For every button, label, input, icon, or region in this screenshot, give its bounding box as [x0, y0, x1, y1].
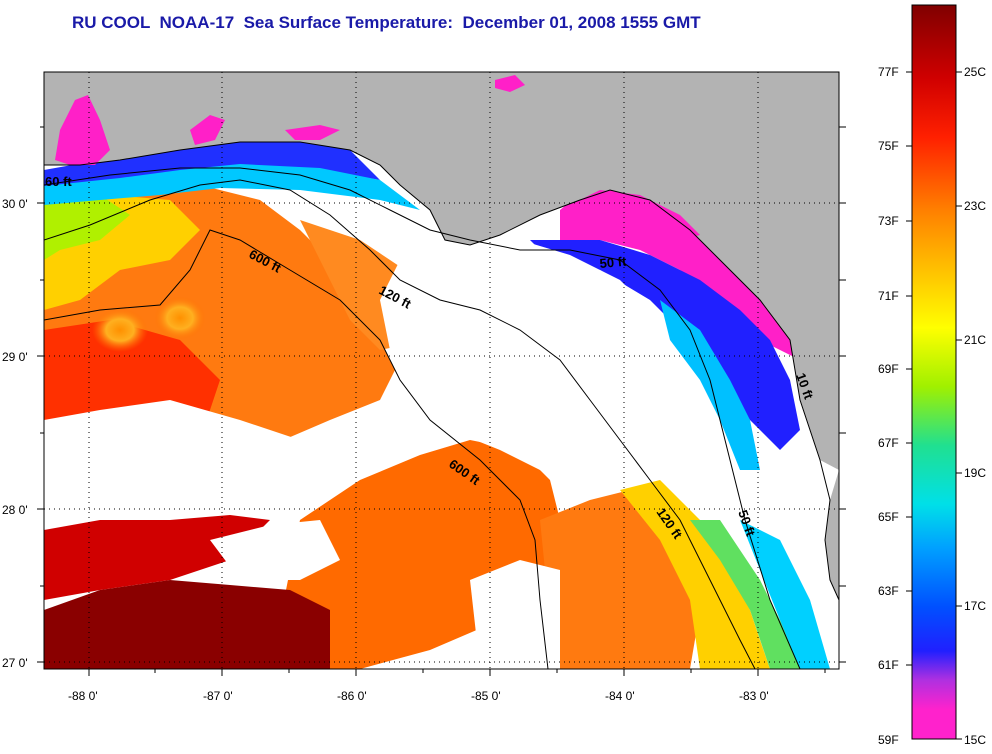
lat-label-30: 30 0' — [2, 197, 28, 211]
bay-2 — [285, 125, 340, 140]
cb-f-59: 59F — [878, 733, 899, 747]
isobath-label-60ft: 60 ft — [45, 174, 72, 189]
hot-water-southwest — [44, 515, 270, 600]
bay-3 — [495, 75, 525, 92]
cb-f-77: 77F — [878, 65, 899, 79]
green-water-southeast — [690, 520, 800, 669]
cb-c-25: 25C — [964, 65, 986, 79]
cb-f-67: 67F — [878, 436, 899, 450]
cb-c-19: 19C — [964, 466, 986, 480]
map-body: 60 ft 600 ft 120 ft 50 ft 600 ft 120 ft … — [44, 72, 839, 669]
lon-label-83: -83 0' — [739, 689, 769, 703]
cloud-southeast — [470, 560, 560, 669]
isobath-120ft — [44, 179, 756, 669]
cloud-southmid — [210, 520, 340, 580]
bay-1 — [190, 115, 225, 145]
lon-label-87: -87 0' — [203, 689, 233, 703]
green-water-west — [44, 195, 130, 260]
cloud-south — [44, 400, 360, 525]
isobath-50ft — [44, 167, 801, 669]
cb-c-15: 15C — [964, 733, 986, 747]
cyan-water-southeast — [740, 520, 830, 669]
cb-f-61: 61F — [878, 658, 899, 672]
lon-label-86: -86 0' — [337, 689, 367, 703]
yellow-water-southeast — [620, 480, 770, 669]
cb-f-65: 65F — [878, 510, 899, 524]
cyan-band-north — [44, 164, 420, 210]
cb-c-17: 17C — [964, 599, 986, 613]
map-title: RU COOL NOAA-17 Sea Surface Temperature:… — [72, 13, 701, 32]
land-north — [44, 72, 839, 470]
lat-label-29: 29 0' — [2, 350, 28, 364]
lon-label-85: -85 0' — [471, 689, 501, 703]
hottest-water-southwest — [44, 580, 330, 669]
map-frame — [43, 71, 840, 670]
mobile-bay — [55, 95, 110, 165]
cb-f-71: 71F — [878, 289, 899, 303]
cb-f-69: 69F — [878, 362, 899, 376]
colorbar — [911, 4, 957, 740]
lon-label-88: -88 0' — [68, 689, 98, 703]
cb-f-63: 63F — [878, 584, 899, 598]
cb-f-75: 75F — [878, 139, 899, 153]
cb-f-73: 73F — [878, 214, 899, 228]
cb-c-21: 21C — [964, 333, 986, 347]
lat-label-28: 28 0' — [2, 503, 28, 517]
lat-label-27: 27 0' — [2, 656, 28, 670]
eddy-1 — [92, 308, 148, 352]
axis-ticks — [37, 126, 846, 676]
bay-bigbend — [570, 190, 700, 240]
lon-label-84: -84 0' — [605, 689, 635, 703]
isobath-600ft — [44, 229, 549, 669]
isobath-label-50ft-north: 50 ft — [599, 254, 628, 271]
colorbar-ticks — [906, 71, 962, 740]
coastline — [44, 141, 839, 601]
cb-c-23: 23C — [964, 199, 986, 213]
cyan-water-bigbend — [660, 300, 760, 470]
eddy-2 — [154, 296, 206, 340]
